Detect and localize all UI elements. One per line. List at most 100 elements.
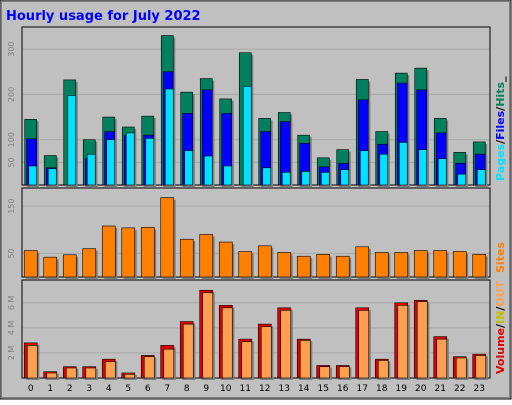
kb-out-bar-0 bbox=[26, 345, 38, 379]
x-tick-label-17: 17 bbox=[357, 384, 368, 394]
panel-top-frame bbox=[21, 26, 491, 186]
kb-out-bar-6 bbox=[143, 356, 155, 379]
x-tick-label-20: 20 bbox=[415, 384, 427, 394]
legend-label-hits: Hits bbox=[494, 82, 507, 107]
kb-out-bar-14 bbox=[299, 340, 311, 379]
x-tick-label-5: 5 bbox=[125, 384, 131, 394]
legend-label-pages: Pages bbox=[494, 143, 507, 181]
kb-out-bar-20 bbox=[416, 301, 428, 379]
legend-separator: / bbox=[494, 323, 507, 328]
kb-out-bar-11 bbox=[241, 341, 253, 379]
x-tick-label-3: 3 bbox=[86, 384, 92, 394]
pages-bar-12 bbox=[262, 167, 272, 186]
x-tick-label-21: 21 bbox=[435, 384, 446, 394]
kb-out-bar-22 bbox=[455, 357, 467, 379]
panel-middle-ytick-label: 150 bbox=[7, 199, 16, 214]
sites-bar-13 bbox=[277, 252, 292, 278]
x-tick-label-11: 11 bbox=[240, 384, 251, 394]
panel-bottom-ytick-label: 2 M bbox=[7, 346, 16, 361]
kb-out-bar-8 bbox=[182, 323, 194, 379]
kb-out-bar-21 bbox=[436, 338, 448, 379]
sites-bar-6 bbox=[140, 227, 155, 278]
x-tick-label-18: 18 bbox=[376, 384, 388, 394]
pages-bar-4 bbox=[106, 139, 116, 186]
x-tick-label-0: 0 bbox=[28, 384, 34, 394]
sites-bar-15 bbox=[316, 254, 331, 278]
pages-bar-17 bbox=[359, 150, 369, 186]
panel-middle-frame bbox=[21, 187, 491, 278]
pages-bar-6 bbox=[145, 138, 155, 186]
x-tick-label-6: 6 bbox=[145, 384, 151, 394]
pages-bar-18 bbox=[379, 153, 389, 186]
kb-out-bar-13 bbox=[280, 310, 292, 379]
panel-top-ytick-label: 300 bbox=[7, 41, 16, 56]
pages-bar-8 bbox=[184, 150, 194, 186]
panel-bottom-legend: Volume/IN/OUT bbox=[494, 280, 507, 374]
pages-bar-14 bbox=[301, 171, 311, 186]
kb-out-bar-3 bbox=[85, 367, 97, 379]
pages-bar-21 bbox=[437, 158, 447, 186]
panel-bottom-ytick-label: 6 M bbox=[7, 295, 16, 310]
legend-label-files: Files bbox=[494, 110, 507, 140]
pages-bar-22 bbox=[457, 173, 467, 186]
pages-bar-2 bbox=[67, 95, 77, 186]
sites-bar-23 bbox=[472, 254, 487, 278]
kb-out-bar-5 bbox=[124, 373, 136, 379]
x-tick-label-9: 9 bbox=[203, 384, 209, 394]
pages-bar-10 bbox=[223, 165, 233, 186]
sites-bar-14 bbox=[296, 255, 311, 278]
panel-middle-legend: Sites bbox=[494, 242, 507, 273]
pages-bar-7 bbox=[164, 88, 174, 186]
sites-bar-20 bbox=[413, 250, 428, 278]
x-tick-label-13: 13 bbox=[279, 384, 290, 394]
panel-bottom-ytick-label: 4 M bbox=[7, 321, 16, 336]
sites-bar-10 bbox=[218, 241, 233, 278]
pages-bar-9 bbox=[203, 155, 213, 186]
sites-bar-18 bbox=[374, 252, 389, 278]
x-tick-label-8: 8 bbox=[184, 384, 190, 394]
legend-label-sites: Sites bbox=[494, 242, 507, 273]
pages-bar-13 bbox=[281, 172, 291, 186]
kb-out-bar-12 bbox=[260, 326, 272, 379]
sites-bar-22 bbox=[452, 251, 467, 278]
kb-out-bar-19 bbox=[397, 305, 409, 379]
pages-bar-3 bbox=[86, 153, 96, 186]
sites-bar-17 bbox=[355, 246, 370, 278]
x-tick-label-7: 7 bbox=[164, 384, 170, 394]
legend-label-out: OUT bbox=[494, 280, 507, 306]
x-tick-label-12: 12 bbox=[259, 384, 270, 394]
sites-bar-16 bbox=[335, 255, 350, 278]
pages-bar-23 bbox=[476, 169, 486, 186]
panel-top-ytick-label: 100 bbox=[7, 132, 16, 147]
x-tick-label-16: 16 bbox=[337, 384, 349, 394]
kb-out-bar-1 bbox=[46, 372, 58, 379]
panel-top-legend: Pages/Files/Hits_ bbox=[494, 76, 507, 181]
pages-bar-15 bbox=[320, 172, 330, 186]
x-tick-label-1: 1 bbox=[47, 384, 53, 394]
chart-title: Hourly usage for July 2022 bbox=[6, 9, 201, 24]
chart-outer-border bbox=[1, 1, 510, 398]
kb-out-bar-2 bbox=[65, 367, 77, 379]
pages-bar-11 bbox=[242, 85, 252, 186]
x-tick-label-14: 14 bbox=[298, 384, 310, 394]
sites-bar-2 bbox=[62, 254, 77, 278]
sites-bar-19 bbox=[394, 252, 409, 278]
sites-bar-3 bbox=[82, 248, 97, 278]
kb-out-bar-10 bbox=[221, 307, 233, 379]
x-tick-label-19: 19 bbox=[396, 384, 408, 394]
sites-bar-21 bbox=[433, 250, 448, 278]
legend-separator: / bbox=[494, 106, 507, 111]
pages-bar-1 bbox=[47, 168, 57, 186]
sites-bar-5 bbox=[121, 227, 136, 278]
sites-bar-12 bbox=[257, 245, 272, 278]
x-tick-label-15: 15 bbox=[318, 384, 329, 394]
sites-bar-1 bbox=[43, 256, 58, 278]
pages-bar-5 bbox=[125, 132, 135, 186]
panel-top-ytick-label: 50 bbox=[7, 157, 16, 167]
legend-separator: _ bbox=[494, 76, 507, 82]
pages-bar-20 bbox=[418, 149, 428, 186]
kb-out-bar-7 bbox=[163, 348, 175, 379]
sites-bar-9 bbox=[199, 234, 214, 278]
